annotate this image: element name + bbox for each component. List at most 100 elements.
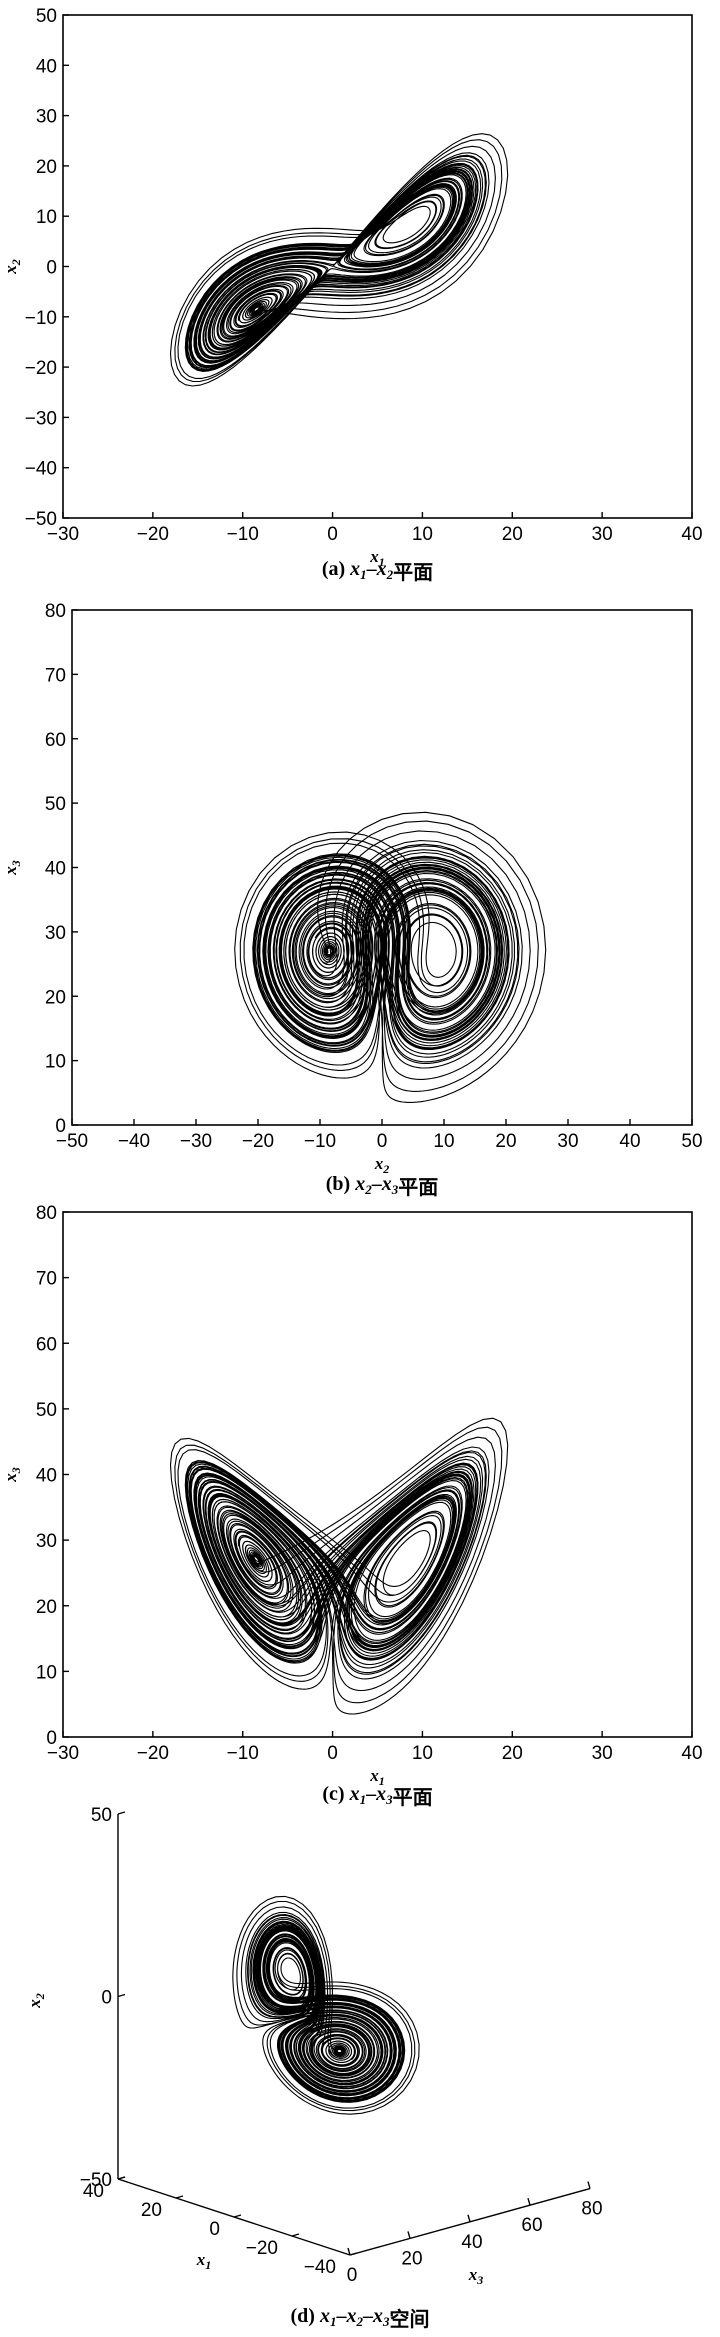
x-tick-label: 10 <box>433 1131 454 1152</box>
x-tick-label: −10 <box>304 1131 336 1152</box>
y-tick-label: −50 <box>25 509 57 530</box>
x-tick-label: −20 <box>137 1743 169 1764</box>
x-tick-label: −30 <box>47 524 79 545</box>
y-tick-label: −40 <box>25 459 57 480</box>
chart-panel-c: −30 −20 −10 0 10 20 30 4001020304050607080x1x3(… <box>1 1203 703 1809</box>
chart-panel-d: −40 −20 0 20 40 0 20 40 60 80 −50 0 50 x1 x3 x2 (d) x1–x… <box>25 1805 603 2331</box>
caption-b: (b) x2–x3平面 <box>326 1173 438 1199</box>
x3-tick-label: 20 <box>401 2248 422 2269</box>
y-tick-label: 0 <box>46 258 57 279</box>
y-tick-label: 50 <box>36 1400 57 1421</box>
x1-tick-label: 40 <box>83 2181 104 2202</box>
x-tick-label: −20 <box>242 1131 274 1152</box>
trajectory-line-a <box>169 133 509 387</box>
y-axis-label: x2 <box>1 259 23 275</box>
y-axis-label: x3 <box>1 860 23 876</box>
y-tick-label: 60 <box>45 730 66 751</box>
x3-tick-mark <box>467 2214 471 2222</box>
y-tick-label: −20 <box>25 358 57 379</box>
x-tick-label: 0 <box>377 1131 388 1152</box>
caption-c: (c) x1–x3平面 <box>322 1783 432 1809</box>
x-tick-label: −30 <box>180 1131 212 1152</box>
x2-tick-mark <box>117 2176 126 2180</box>
x3-tick-label: 0 <box>347 2265 358 2286</box>
y-tick-label: −30 <box>25 408 57 429</box>
x-tick-label: −40 <box>118 1131 150 1152</box>
chart-panel-b: −50 −40 −30 −20 −10 0 10 20 30 40 50 0 10 20 30 40 50 60 7… <box>1 601 703 1199</box>
x3-axis-label: x3 <box>468 2265 484 2287</box>
x1-tick-mark <box>175 2195 184 2199</box>
y-tick-label: 70 <box>45 665 66 686</box>
y-tick-label: 20 <box>45 987 66 1008</box>
x-tick-label: 20 <box>495 1131 516 1152</box>
y-tick-label: 80 <box>45 601 66 622</box>
caption-a: (a) x1–x2平面 <box>322 558 433 584</box>
y-tick-label: 30 <box>45 923 66 944</box>
y-tick-label: 10 <box>36 207 57 228</box>
x-tick-label: 20 <box>502 524 523 545</box>
x-tick-label: 30 <box>592 524 613 545</box>
trajectory-line-b <box>234 811 547 1103</box>
x3-tick-mark <box>347 2247 351 2256</box>
y-tick-label: 20 <box>36 157 57 178</box>
x1-tick-mark <box>349 2252 358 2256</box>
trajectory-line-d <box>232 1895 420 2115</box>
x3-tick-mark <box>407 2231 411 2239</box>
y-tick-label: 50 <box>45 794 66 815</box>
x-tick-label: 30 <box>592 1743 613 1764</box>
y-tick-label: 50 <box>36 6 57 27</box>
x3-tick-label: 60 <box>521 2215 542 2236</box>
x2-tick-mark <box>117 1811 126 1815</box>
y-tick-label: 0 <box>46 1728 57 1749</box>
x-tick-label: 0 <box>327 1743 338 1764</box>
y-tick-label: 0 <box>55 1116 66 1137</box>
x1-tick-mark <box>291 2233 300 2237</box>
y-tick-label: 10 <box>45 1052 66 1073</box>
y-tick-label: 30 <box>36 107 57 128</box>
x3-tick-mark <box>527 2198 531 2206</box>
x-tick-label: 40 <box>619 1131 640 1152</box>
x-tick-label: 30 <box>557 1131 578 1152</box>
x3-tick-label: 80 <box>581 2199 602 2220</box>
chart-panel-a: −30 −20 −10 0 10 20 30 40 −50 −40 −30 −20 −10 0 10 20 30… <box>1 6 703 584</box>
caption-d: (d) x1–x2–x3空间 <box>291 2305 430 2331</box>
y-tick-label: 40 <box>45 859 66 880</box>
y-tick-label: 60 <box>36 1334 57 1355</box>
x3-tick-mark <box>587 2181 591 2189</box>
x2-tick-mark <box>117 1993 126 1998</box>
x1-tick-mark <box>233 2214 242 2218</box>
x-tick-label: 40 <box>681 524 702 545</box>
x-tick-label: −10 <box>227 524 259 545</box>
x-tick-label: 10 <box>412 524 433 545</box>
x-tick-label: 20 <box>502 1743 523 1764</box>
y-tick-label: 80 <box>36 1203 57 1224</box>
x2-axis-label: x2 <box>25 1993 47 2009</box>
x1-tick-label: −40 <box>304 2257 336 2278</box>
y-tick-label: 40 <box>36 1466 57 1487</box>
x-tick-label: 10 <box>412 1743 433 1764</box>
x1-tick-label: 20 <box>141 2200 162 2221</box>
x-tick-label: 0 <box>327 524 338 545</box>
y-axis-label: x3 <box>1 1467 23 1483</box>
y-tick-label: 20 <box>36 1597 57 1618</box>
x-tick-label: −10 <box>227 1743 259 1764</box>
trajectory-line-c <box>169 1417 509 1715</box>
x3-tick-label: 40 <box>461 2232 482 2253</box>
y-tick-label: −10 <box>25 308 57 329</box>
x-tick-label: −20 <box>137 524 169 545</box>
x2-tick-label: −50 <box>80 2170 112 2191</box>
y-tick-label: 10 <box>36 1662 57 1683</box>
y-tick-label: 40 <box>36 56 57 77</box>
x1-tick-label: −20 <box>246 2238 278 2259</box>
x-tick-label: −50 <box>56 1131 88 1152</box>
y-tick-label: 30 <box>36 1531 57 1552</box>
y-tick-label: 70 <box>36 1269 57 1290</box>
x2-tick-label: 50 <box>91 1805 112 1826</box>
x-tick-label: 50 <box>681 1131 702 1152</box>
x1-axis-label: x1 <box>196 2250 212 2272</box>
x2-tick-label: 0 <box>101 1988 112 2009</box>
x-tick-label: 40 <box>681 1743 702 1764</box>
x-tick-label: −30 <box>47 1743 79 1764</box>
x1-tick-label: 0 <box>209 2219 220 2240</box>
